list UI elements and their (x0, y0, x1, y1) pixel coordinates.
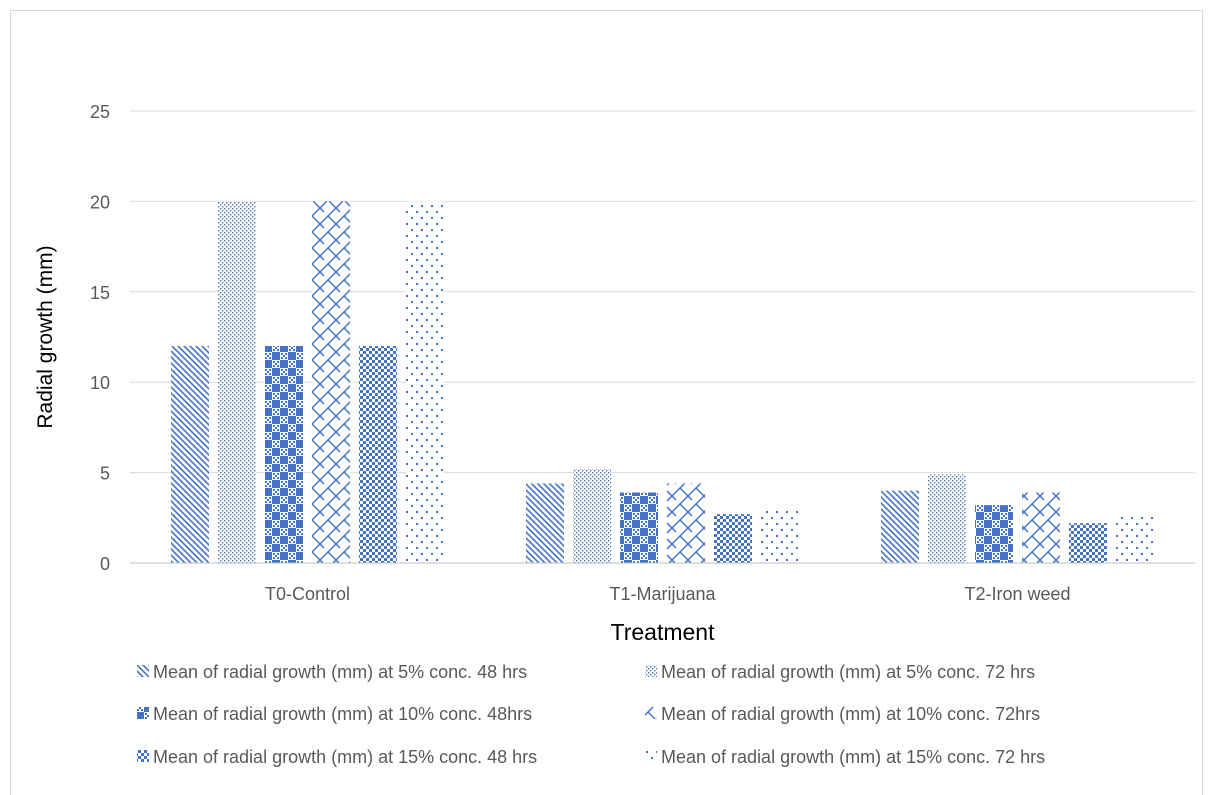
legend-swatch (645, 665, 657, 677)
x-category-label: T1-Marijuana (609, 584, 716, 604)
y-tick-label: 25 (90, 102, 110, 122)
legend: Mean of radial growth (mm) at 5% conc. 4… (137, 662, 1045, 767)
bar-t2-iron-weed-series-3 (975, 505, 1013, 563)
bar-t2-iron-weed-series-4 (1022, 492, 1060, 563)
bar-t2-iron-weed-series-1 (881, 491, 919, 563)
y-tick-label: 10 (90, 373, 110, 393)
legend-label: Mean of radial growth (mm) at 10% conc. … (153, 704, 532, 724)
x-category-label: T2-Iron weed (964, 584, 1070, 604)
y-tick-label: 15 (90, 283, 110, 303)
bar-t1-marijuana-series-3 (620, 492, 658, 563)
y-axis-ticks: 0 5 10 15 20 25 (90, 102, 110, 574)
bar-t0-control-series-4 (312, 201, 350, 563)
bar-t0-control-series-6 (406, 201, 444, 563)
bar-t2-iron-weed-series-5 (1069, 523, 1107, 563)
legend-swatch (645, 750, 657, 762)
legend-swatch (137, 665, 149, 677)
y-tick-label: 5 (100, 464, 110, 484)
x-category-label: T0-Control (265, 584, 350, 604)
legend-label: Mean of radial growth (mm) at 10% conc. … (661, 704, 1040, 724)
y-axis-title: Radial growth (mm) (34, 245, 57, 428)
legend-swatch (137, 750, 149, 762)
bar-t0-control-series-1 (171, 346, 209, 563)
y-tick-label: 0 (100, 554, 110, 574)
bar-t2-iron-weed-series-6 (1116, 516, 1154, 563)
x-axis-title: Treatment (611, 619, 716, 645)
bar-t2-iron-weed-series-2 (928, 474, 966, 563)
legend-label: Mean of radial growth (mm) at 5% conc. 4… (153, 662, 527, 682)
bar-t1-marijuana-series-6 (761, 507, 799, 563)
x-axis-categories: T0-Control T1-Marijuana T2-Iron weed (265, 584, 1071, 604)
bar-t1-marijuana-series-5 (714, 514, 752, 563)
legend-label: Mean of radial growth (mm) at 5% conc. 7… (661, 662, 1035, 682)
bar-t0-control-series-2 (218, 201, 256, 563)
bar-t1-marijuana-series-4 (667, 483, 705, 563)
legend-label: Mean of radial growth (mm) at 15% conc. … (153, 747, 537, 767)
legend-swatch (137, 707, 149, 719)
bar-t1-marijuana-series-2 (573, 469, 611, 563)
bar-t0-control-series-5 (359, 346, 397, 563)
legend-label: Mean of radial growth (mm) at 15% conc. … (661, 747, 1045, 767)
bar-t1-marijuana-series-1 (526, 483, 564, 563)
bar-t0-control-series-3 (265, 346, 303, 563)
y-tick-label: 20 (90, 192, 110, 212)
legend-swatch (645, 707, 657, 719)
